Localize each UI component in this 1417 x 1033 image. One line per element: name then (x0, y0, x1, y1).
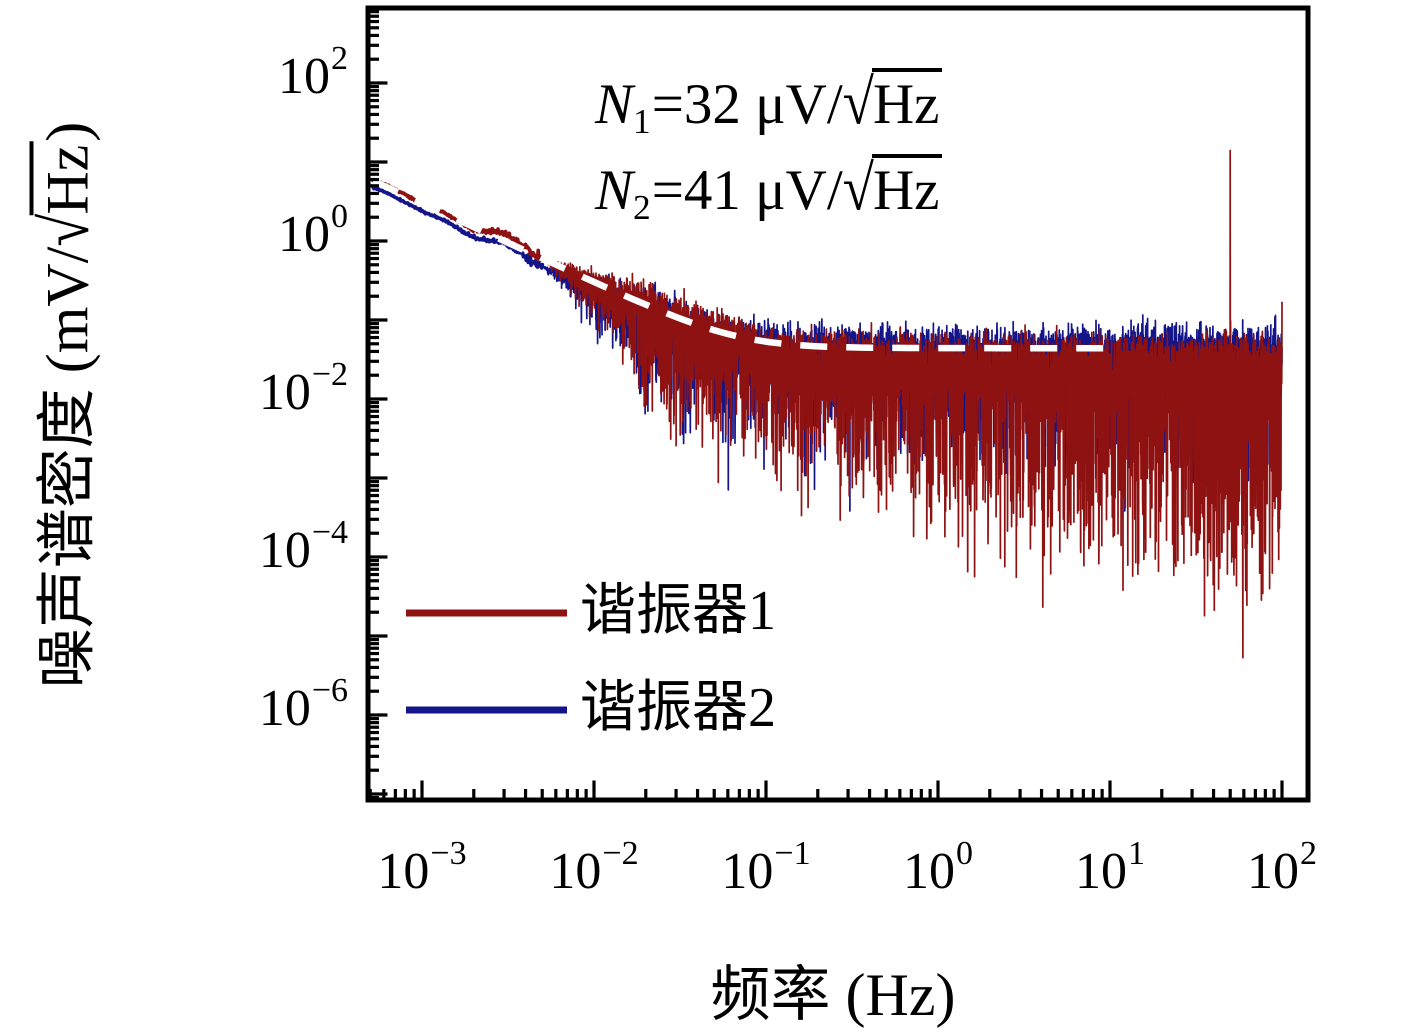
legend-label-resonator-2: 谐振器2 (580, 677, 776, 739)
y-tick-label-10e0: 100 (278, 197, 348, 263)
y-axis-title-text: 噪声谱密度 (mV/ (34, 246, 101, 689)
annotation-n1: N1=32 μV/√Hz (595, 68, 943, 153)
x-tick-label-10e-2: 10−2 (549, 834, 639, 900)
sqrt-radicand: Hz (29, 141, 101, 216)
legend-label-resonator-1: 谐振器1 (580, 580, 776, 642)
y-tick-label-10e-2: 10−2 (258, 355, 348, 421)
annotation-n2: N2=41 μV/√Hz (595, 154, 943, 239)
sqrt-radicand: Hz (871, 68, 943, 136)
y-tick-label-10e2: 102 (278, 39, 348, 105)
annotation-n2-sub: 2 (633, 187, 651, 227)
x-tick-label-10e-1: 10−1 (721, 834, 811, 900)
plot-frame (365, 5, 1311, 803)
annotation-n2-value: =41 μV/ (651, 159, 843, 222)
axis-ticks (368, 10, 1284, 800)
annotation-n2-var: N (595, 159, 634, 222)
y-axis-title-suffix: ) (34, 121, 101, 142)
x-tick-label-10e0: 100 (903, 834, 973, 900)
fit-dashed-line (371, 177, 1110, 352)
series-2-curve-low-freq (371, 185, 545, 270)
series-1-curve (541, 149, 1283, 659)
annotation-n1-sub: 1 (633, 101, 651, 141)
x-tick-label-10e-3: 10−3 (377, 834, 467, 900)
sqrt-radicand: Hz (871, 154, 943, 222)
x-axis-title: 频率 (Hz) (710, 962, 956, 1028)
sqrt-symbol: √ (842, 153, 874, 225)
annotation-n1-var: N (595, 73, 634, 136)
x-tick-label-10e1: 101 (1075, 834, 1145, 900)
y-axis-title: 噪声谱密度 (mV/√Hz) (19, 122, 106, 689)
sqrt-symbol: √ (842, 67, 874, 139)
annotation-n1-value: =32 μV/ (651, 73, 843, 136)
sqrt-symbol: √ (28, 213, 103, 247)
x-tick-label-10e2: 102 (1247, 834, 1317, 900)
y-tick-label-10e-4: 10−4 (258, 513, 348, 579)
y-tick-label-10e-6: 10−6 (258, 671, 348, 737)
